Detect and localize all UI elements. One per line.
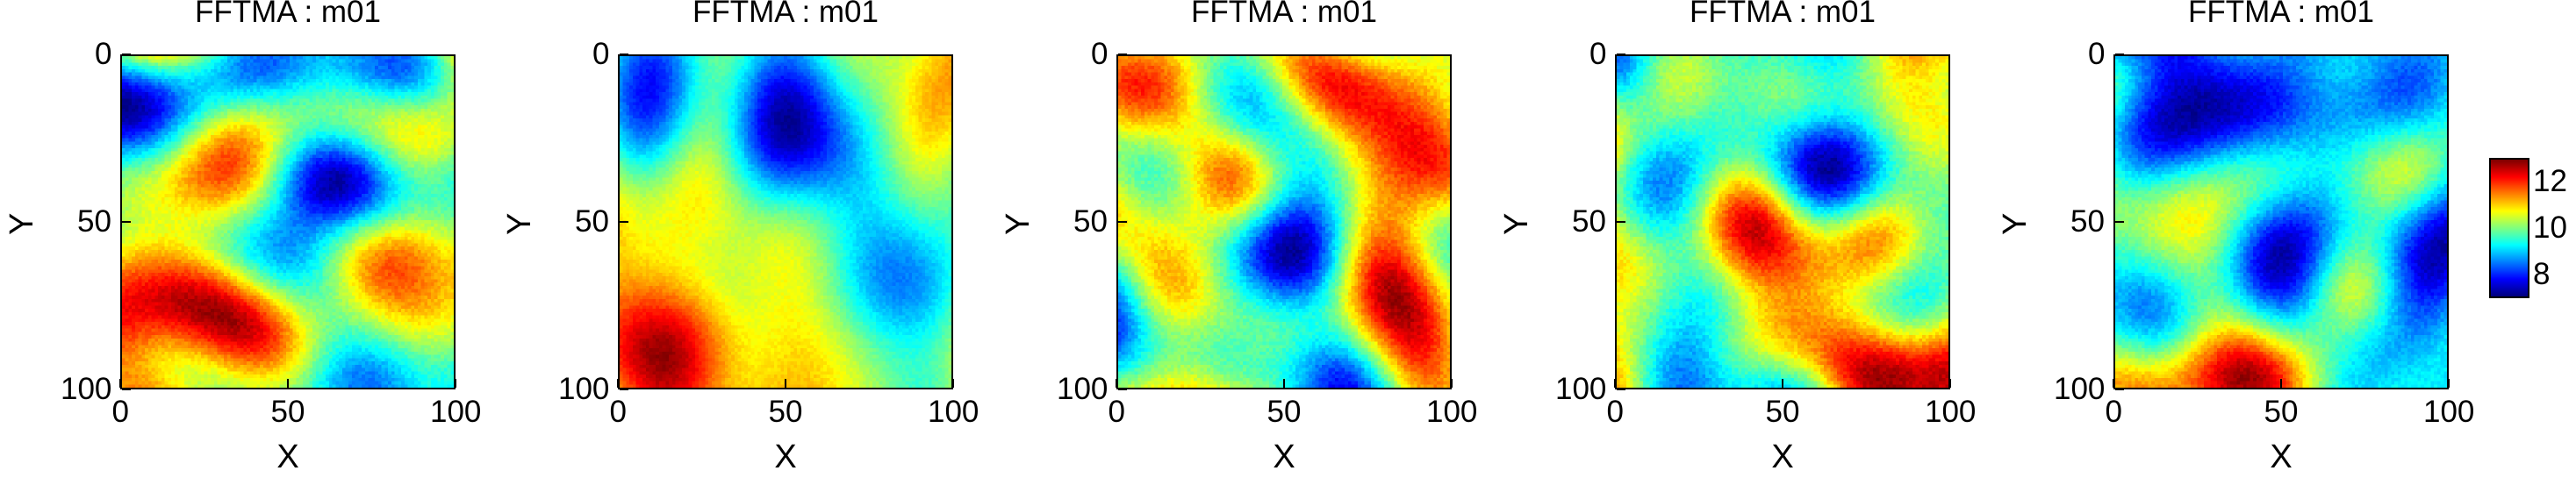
x-tick-mark [2113,379,2114,388]
y-tick-mark [2115,54,2124,55]
x-tick-mark [1451,379,1453,388]
heatmap-cells [122,56,454,388]
y-tick-mark [620,54,628,55]
x-tick-label: 50 [768,395,803,429]
x-tick-label: 50 [270,395,305,429]
x-tick-mark [1614,379,1616,388]
y-axis-label: Y [1498,212,1535,235]
colorbar-gradient [2491,160,2528,296]
x-tick-mark [455,379,456,388]
colorbar [2489,158,2529,298]
y-axis-label: Y [1000,212,1037,235]
heatmap-plot-area [1116,54,1452,389]
x-tick-label: 50 [1765,395,1800,429]
heatmap-plot-area [618,54,953,389]
panel-title: FFTMA : m01 [195,0,381,29]
y-axis-label: Y [501,212,538,235]
x-axis-label: X [2270,439,2293,475]
x-tick-label: 100 [1925,395,1977,429]
x-tick-label: 100 [928,395,979,429]
y-tick-label: 50 [575,204,609,239]
x-axis-label: X [1273,439,1295,475]
x-tick-label: 100 [1426,395,1478,429]
x-tick-label: 0 [609,395,627,429]
y-tick-mark [1617,54,1625,55]
x-tick-label: 0 [2105,395,2122,429]
y-tick-label: 0 [95,37,112,71]
colorbar-tick-label: 12 [2533,163,2567,198]
heatmap-cells [620,56,951,388]
y-tick-label: 100 [1555,372,1607,406]
panel-title: FFTMA : m01 [2188,0,2374,29]
x-tick-mark [1949,379,1951,388]
y-tick-mark [1118,221,1127,223]
heatmap-cells [1118,56,1450,388]
x-tick-mark [1782,379,1783,388]
y-tick-mark [1118,389,1127,390]
x-axis-label: X [1771,439,1794,475]
panel-title: FFTMA : m01 [692,0,879,29]
y-tick-label: 50 [1073,204,1108,239]
y-tick-mark [1617,389,1625,390]
x-tick-label: 100 [430,395,482,429]
y-axis-label: Y [4,212,40,235]
x-tick-mark [1283,379,1285,388]
x-axis-label: X [774,439,797,475]
x-tick-mark [2448,379,2450,388]
heatmap-plot-area [2113,54,2449,389]
y-tick-mark [1118,54,1127,55]
y-tick-label: 50 [77,204,111,239]
y-tick-label: 0 [1091,37,1109,71]
heatmap-cells [2115,56,2447,388]
y-tick-mark [2115,389,2124,390]
y-tick-mark [1617,221,1625,223]
panel-title: FFTMA : m01 [1191,0,1377,29]
x-tick-label: 0 [1108,395,1125,429]
y-tick-mark [122,221,131,223]
x-tick-label: 0 [111,395,129,429]
x-tick-mark [617,379,619,388]
colorbar-tick-label: 8 [2533,257,2551,292]
colorbar-tick-label: 10 [2533,210,2567,245]
y-tick-label: 0 [1589,37,1607,71]
x-tick-mark [1116,379,1117,388]
panel-title: FFTMA : m01 [1690,0,1876,29]
y-tick-label: 50 [2070,204,2105,239]
x-tick-label: 0 [1606,395,1624,429]
y-tick-mark [2115,221,2124,223]
x-tick-label: 50 [2264,395,2299,429]
heatmap-plot-area [1615,54,1950,389]
y-tick-mark [122,389,131,390]
y-tick-label: 100 [2054,372,2106,406]
y-tick-mark [620,221,628,223]
y-tick-mark [620,389,628,390]
y-tick-label: 100 [558,372,610,406]
x-axis-label: X [276,439,299,475]
x-tick-mark [2280,379,2282,388]
heatmap-plot-area [120,54,456,389]
x-tick-mark [785,379,786,388]
y-axis-label: Y [1997,212,2034,235]
y-tick-label: 50 [1572,204,1606,239]
y-tick-label: 0 [592,37,610,71]
heatmap-cells [1617,56,1948,388]
x-tick-label: 50 [1266,395,1302,429]
y-tick-mark [122,54,131,55]
x-tick-mark [287,379,289,388]
y-tick-label: 100 [61,372,112,406]
y-tick-label: 100 [1057,372,1109,406]
x-tick-mark [952,379,954,388]
x-tick-mark [119,379,121,388]
y-tick-label: 0 [2088,37,2106,71]
x-tick-label: 100 [2423,395,2475,429]
